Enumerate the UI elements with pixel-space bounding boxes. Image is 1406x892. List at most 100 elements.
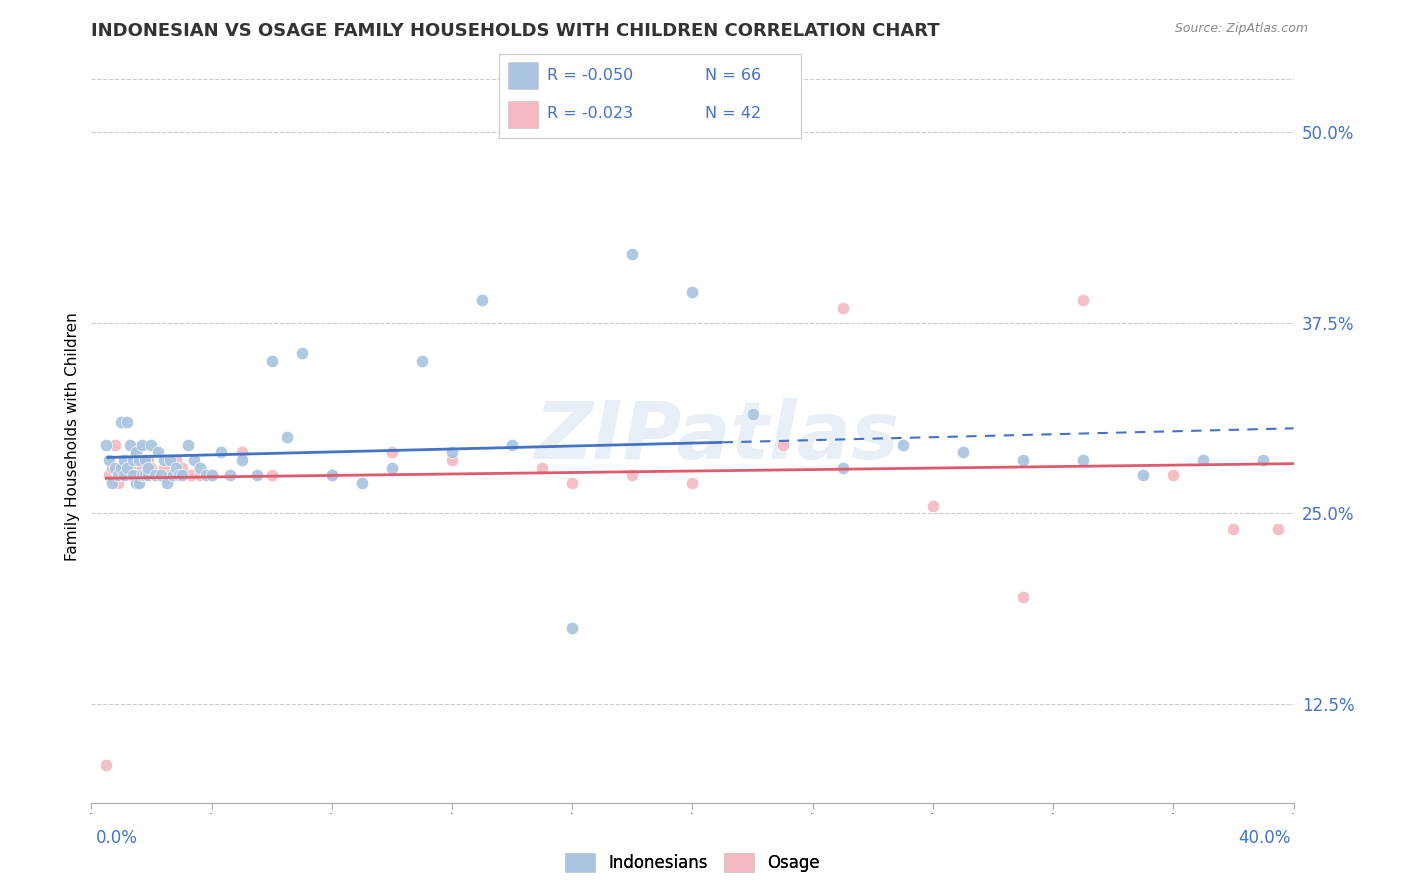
Point xyxy=(1222,521,1244,535)
Point xyxy=(159,453,181,467)
Point xyxy=(246,468,269,483)
Point xyxy=(122,468,145,483)
Point xyxy=(1071,293,1094,307)
Point xyxy=(110,415,132,429)
Point xyxy=(681,285,703,300)
Text: N = 42: N = 42 xyxy=(704,106,761,120)
Point xyxy=(561,621,583,635)
Point xyxy=(1012,453,1035,467)
Point xyxy=(276,430,298,444)
Point xyxy=(138,460,160,475)
Point xyxy=(741,407,763,421)
Point xyxy=(209,445,232,459)
Text: R = -0.050: R = -0.050 xyxy=(547,68,634,83)
Point xyxy=(146,468,169,483)
Point xyxy=(165,453,187,467)
Point xyxy=(162,468,184,483)
Point xyxy=(471,293,494,307)
Point xyxy=(350,475,373,490)
Point xyxy=(891,438,914,452)
Point xyxy=(1071,453,1094,467)
Point xyxy=(176,438,198,452)
Point xyxy=(952,445,974,459)
Point xyxy=(128,468,150,483)
Point xyxy=(117,460,139,475)
Point xyxy=(321,468,343,483)
Point xyxy=(96,757,118,772)
Point xyxy=(440,445,463,459)
Point xyxy=(291,346,314,360)
Point xyxy=(96,438,118,452)
Point xyxy=(772,438,794,452)
Point xyxy=(381,445,404,459)
Point xyxy=(117,415,139,429)
Y-axis label: Family Households with Children: Family Households with Children xyxy=(65,313,80,561)
Point xyxy=(138,468,160,483)
Point xyxy=(260,468,283,483)
Point xyxy=(152,453,174,467)
Point xyxy=(125,468,148,483)
Text: 0.0%: 0.0% xyxy=(96,829,138,847)
Point xyxy=(1267,521,1289,535)
Point xyxy=(134,468,156,483)
Point xyxy=(141,438,163,452)
Point xyxy=(188,468,211,483)
Point xyxy=(152,460,174,475)
Point xyxy=(165,460,187,475)
Point xyxy=(531,460,554,475)
Point xyxy=(1161,468,1184,483)
Point xyxy=(125,445,148,459)
Text: ZIPatlas: ZIPatlas xyxy=(534,398,898,476)
Bar xyxy=(508,101,538,128)
Point xyxy=(131,468,153,483)
Text: 40.0%: 40.0% xyxy=(1239,829,1291,847)
Point xyxy=(120,468,142,483)
Point xyxy=(138,453,160,467)
Text: R = -0.023: R = -0.023 xyxy=(547,106,634,120)
Point xyxy=(621,468,644,483)
Point xyxy=(107,468,129,483)
Point xyxy=(1012,590,1035,604)
Point xyxy=(411,354,433,368)
Point xyxy=(183,453,205,467)
Point xyxy=(188,460,211,475)
Point xyxy=(231,453,253,467)
Point xyxy=(104,460,127,475)
Text: N = 66: N = 66 xyxy=(704,68,761,83)
Point xyxy=(128,453,150,467)
Point xyxy=(114,468,136,483)
Point xyxy=(681,475,703,490)
Point xyxy=(201,468,224,483)
Point xyxy=(98,453,121,467)
Point xyxy=(125,445,148,459)
Legend: Indonesians, Osage: Indonesians, Osage xyxy=(558,846,827,879)
Point xyxy=(143,468,166,483)
Point xyxy=(260,354,283,368)
Point xyxy=(134,468,156,483)
Point xyxy=(134,453,156,467)
Point xyxy=(122,453,145,467)
Point xyxy=(1132,468,1154,483)
Point xyxy=(101,475,124,490)
Point xyxy=(114,468,136,483)
Point xyxy=(501,438,523,452)
Point xyxy=(231,445,253,459)
Point xyxy=(218,468,240,483)
Point xyxy=(110,460,132,475)
Point xyxy=(110,460,132,475)
Text: INDONESIAN VS OSAGE FAMILY HOUSEHOLDS WITH CHILDREN CORRELATION CHART: INDONESIAN VS OSAGE FAMILY HOUSEHOLDS WI… xyxy=(91,22,941,40)
Point xyxy=(167,468,190,483)
Point xyxy=(621,247,644,261)
Point xyxy=(831,301,853,315)
Point xyxy=(131,438,153,452)
Bar xyxy=(508,62,538,89)
Point xyxy=(180,468,202,483)
Point xyxy=(1192,453,1215,467)
Point xyxy=(131,460,153,475)
Point xyxy=(128,475,150,490)
Point xyxy=(155,475,177,490)
Point xyxy=(831,460,853,475)
Point xyxy=(98,468,121,483)
Point xyxy=(141,460,163,475)
Point xyxy=(1253,453,1275,467)
